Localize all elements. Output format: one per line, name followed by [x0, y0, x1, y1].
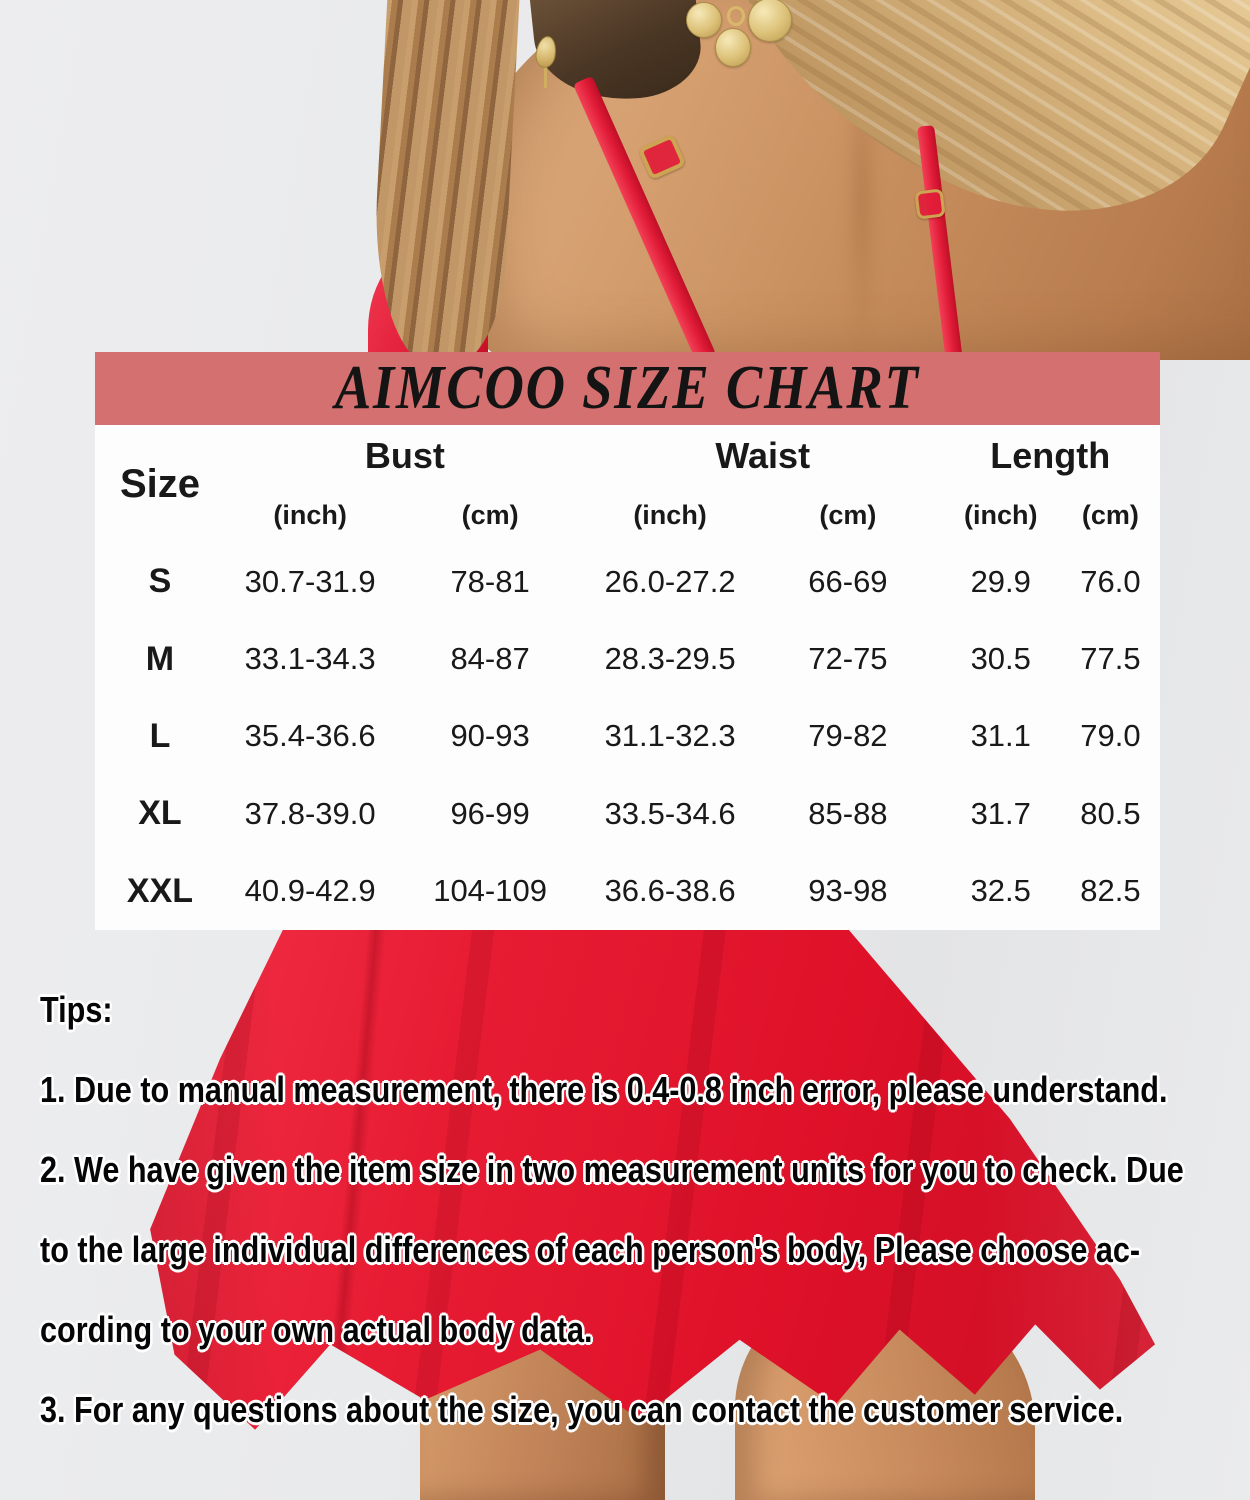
column-group-waist: Waist [715, 435, 811, 476]
table-cell: 72-75 [808, 641, 888, 677]
table-cell: 37.8-39.0 [244, 795, 376, 831]
table-cell: 84-87 [450, 641, 530, 677]
table-cell: 77.5 [1080, 641, 1141, 677]
column-group-bust: Bust [364, 435, 445, 476]
column-header-size: Size [119, 461, 200, 506]
unit-header-waist-inch: (inch) [633, 499, 707, 530]
unit-header-bust-inch: (inch) [273, 499, 347, 530]
table-cell: 80.5 [1080, 795, 1141, 831]
tip-line-2-cont2: cording to your own actual body data. [40, 1309, 593, 1350]
gold-coin-earring [715, 28, 751, 67]
table-cell: 79.0 [1080, 718, 1141, 754]
table-cell: 90-93 [450, 718, 530, 754]
table-cell: 104-109 [433, 873, 547, 909]
table-cell: 31.1 [970, 718, 1031, 754]
gold-coin-earring [686, 2, 722, 38]
table-cell: 40.9-42.9 [244, 873, 376, 909]
tips-section: Tips: 1. Due to manual measurement, ther… [40, 990, 1240, 1470]
tip-line-3: 3. For any questions about the size, you… [40, 1389, 1124, 1430]
table-cell: 29.9 [970, 563, 1031, 599]
table-cell: 93-98 [808, 873, 888, 909]
table-cell: 66-69 [808, 563, 888, 599]
table-row-label: S [148, 562, 172, 601]
table-row-label: M [145, 639, 175, 678]
table-cell: 31.7 [970, 795, 1031, 831]
unit-header-waist-cm: (cm) [819, 499, 877, 530]
table-row-label: XL [138, 794, 182, 833]
table-cell: 30.7-31.9 [244, 563, 376, 599]
table-cell: 32.5 [970, 873, 1031, 909]
table-cell: 36.6-38.6 [604, 873, 736, 909]
table-cell: 33.1-34.3 [244, 641, 376, 677]
table-cell: 76.0 [1080, 563, 1141, 599]
tip-line-2: 2. We have given the item size in two me… [40, 1149, 1184, 1190]
strap-slider-buckle [914, 188, 946, 220]
table-cell: 26.0-27.2 [604, 563, 736, 599]
unit-header-length-cm: (cm) [1081, 499, 1139, 530]
table-row-label: XXL [126, 871, 194, 910]
table-cell: 85-88 [808, 795, 888, 831]
table-cell: 30.5 [970, 641, 1031, 677]
table-cell: 79-82 [808, 718, 888, 754]
table-cell: 78-81 [450, 563, 530, 599]
table-cell: 82.5 [1080, 873, 1141, 909]
table-row-label: L [149, 716, 171, 755]
table-cell: 35.4-36.6 [244, 718, 376, 754]
unit-header-bust-cm: (cm) [461, 499, 519, 530]
table-cell: 31.1-32.3 [604, 718, 736, 754]
chart-banner: AIMCOO SIZE CHART [95, 352, 1160, 425]
size-table: Size Bust Waist Length (inch) (cm) (inch… [95, 425, 1160, 930]
tip-line-1: 1. Due to manual measurement, there is 0… [40, 1069, 1168, 1110]
tip-line-2-cont: to the large individual differences of e… [40, 1229, 1141, 1270]
table-cell: 28.3-29.5 [604, 641, 736, 677]
chart-title: AIMCOO SIZE CHART [335, 354, 920, 422]
unit-header-length-inch: (inch) [963, 499, 1038, 530]
tips-heading: Tips: [40, 989, 113, 1030]
column-group-length: Length [990, 435, 1111, 476]
size-chart-panel: AIMCOO SIZE CHART Size Bust Waist Length… [95, 352, 1160, 930]
earring-chain [544, 58, 547, 88]
table-cell: 96-99 [450, 795, 530, 831]
gold-earring-hoop [727, 6, 745, 26]
gold-coin-earring [748, 0, 792, 42]
table-cell: 33.5-34.6 [604, 795, 736, 831]
